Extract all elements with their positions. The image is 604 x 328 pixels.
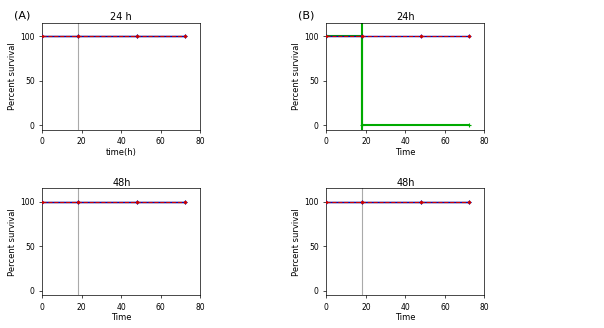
- Type B 1500: [74, 34, 82, 38]
- Line: Type B  1500: Type B 1500: [40, 199, 187, 204]
- Line: NT Supernatant: NT Supernatant: [40, 199, 187, 204]
- PBS: [358, 34, 365, 38]
- Line: PBS: PBS: [40, 34, 187, 38]
- PBS: [181, 200, 188, 204]
- Type B  1500: [133, 200, 141, 204]
- Line: NT Supernatant: NT Supernatant: [40, 34, 187, 39]
- PBS: [133, 200, 141, 204]
- X-axis label: Time: Time: [111, 313, 132, 322]
- Title: 48h: 48h: [396, 178, 415, 188]
- X-axis label: Time: Time: [395, 313, 416, 322]
- Title: 24 h: 24 h: [111, 12, 132, 22]
- Legend: Type B pellet, NONTOXIC pellet, PBS: Type B pellet, NONTOXIC pellet, PBS: [507, 224, 593, 259]
- PBS: [417, 200, 425, 204]
- Type B 1500: [181, 34, 188, 38]
- Title: 48h: 48h: [112, 178, 130, 188]
- Type B pellet: [417, 200, 425, 204]
- PBS: [465, 200, 472, 204]
- X-axis label: time(h): time(h): [106, 148, 137, 157]
- Legend: Type B  1500, NT Supernatant, PBS: Type B 1500, NT Supernatant, PBS: [223, 224, 304, 259]
- Legend: Type B pellet, NONTOXIC pellet, PBS: Type B pellet, NONTOXIC pellet, PBS: [507, 59, 593, 94]
- Type B pellet: [358, 200, 365, 204]
- Type B 1500: [39, 34, 46, 38]
- Line: Type B pellet: Type B pellet: [324, 34, 471, 128]
- PBS: [39, 200, 46, 204]
- Y-axis label: Percent survival: Percent survival: [8, 42, 18, 110]
- Line: PBS: PBS: [324, 200, 471, 204]
- Type B pellet: [323, 34, 330, 38]
- Type B  1500: [74, 200, 82, 204]
- NONTOXIC pellet: [323, 200, 330, 204]
- Type B pellet: [323, 200, 330, 204]
- Type B pellet: [358, 123, 365, 127]
- NONTOXIC pellet: [358, 34, 365, 38]
- Type B pellet: [465, 123, 472, 127]
- PBS: [39, 34, 46, 38]
- PBS: [358, 200, 365, 204]
- PBS: [323, 200, 330, 204]
- Type B pellet: [465, 200, 472, 204]
- NT Supernatant: [181, 34, 188, 38]
- NONTOXIC pellet: [417, 200, 425, 204]
- Type B 1500: [133, 34, 141, 38]
- NT Supernatant: [74, 34, 82, 38]
- PBS: [323, 34, 330, 38]
- PBS: [133, 34, 141, 38]
- Line: NONTOXIC pellet: NONTOXIC pellet: [324, 34, 471, 39]
- NT Supernatant: [181, 200, 188, 204]
- Text: (A): (A): [14, 10, 30, 20]
- NT Supernatant: [133, 200, 141, 204]
- Legend: Type B 1500, NT Supernatant, PBS: Type B 1500, NT Supernatant, PBS: [223, 59, 304, 94]
- X-axis label: Time: Time: [395, 148, 416, 157]
- NONTOXIC pellet: [465, 200, 472, 204]
- Line: PBS: PBS: [324, 34, 471, 38]
- Type B  1500: [181, 200, 188, 204]
- NT Supernatant: [133, 34, 141, 38]
- Line: NONTOXIC pellet: NONTOXIC pellet: [324, 199, 471, 204]
- Line: PBS: PBS: [40, 200, 187, 204]
- PBS: [181, 34, 188, 38]
- Y-axis label: Percent survival: Percent survival: [8, 208, 18, 276]
- Type B pellet: [358, 34, 365, 38]
- PBS: [465, 34, 472, 38]
- NONTOXIC pellet: [417, 34, 425, 38]
- PBS: [74, 200, 82, 204]
- Text: (B): (B): [298, 10, 314, 20]
- NT Supernatant: [74, 200, 82, 204]
- Line: Type B pellet: Type B pellet: [324, 199, 471, 204]
- Line: Type B 1500: Type B 1500: [40, 34, 187, 39]
- Y-axis label: Percent survival: Percent survival: [292, 42, 301, 110]
- NT Supernatant: [39, 200, 46, 204]
- Title: 24h: 24h: [396, 12, 415, 22]
- PBS: [74, 34, 82, 38]
- Type B  1500: [39, 200, 46, 204]
- NONTOXIC pellet: [358, 200, 365, 204]
- NT Supernatant: [39, 34, 46, 38]
- NONTOXIC pellet: [465, 34, 472, 38]
- PBS: [417, 34, 425, 38]
- Y-axis label: Percent survival: Percent survival: [292, 208, 301, 276]
- NONTOXIC pellet: [323, 34, 330, 38]
